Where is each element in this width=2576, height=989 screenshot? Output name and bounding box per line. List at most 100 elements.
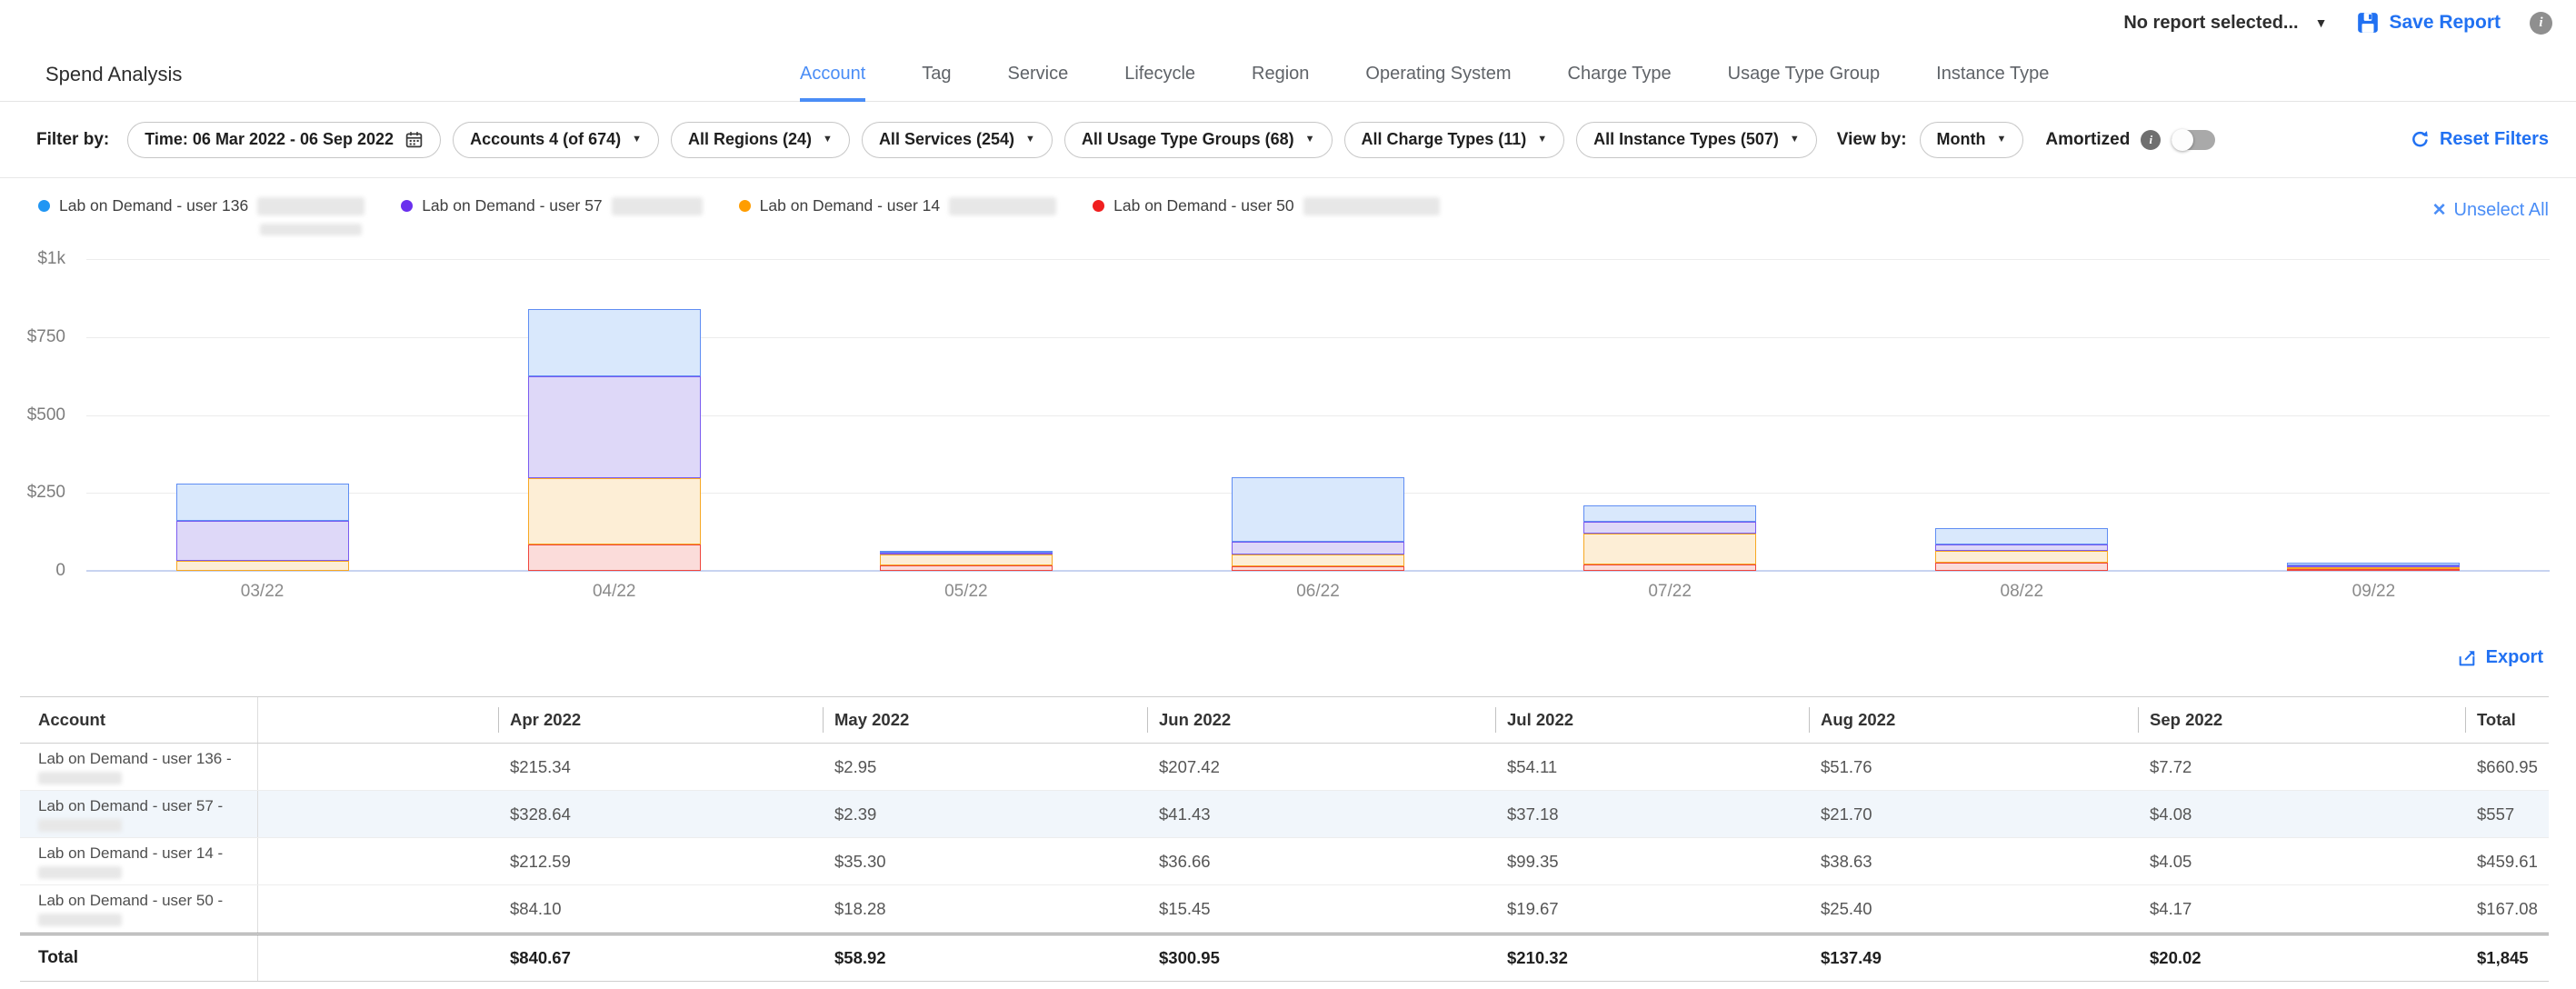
legend-dot-icon	[38, 200, 50, 212]
chart-bar-segment-lab-on-demand-user-50[interactable]	[528, 544, 701, 571]
tab-service[interactable]: Service	[1008, 64, 1069, 102]
table-header-row: AccountApr 2022May 2022Jun 2022Jul 2022A…	[20, 696, 2549, 744]
filter-pill-all-services-254[interactable]: All Services (254)▼	[862, 122, 1053, 158]
table-cell-value: $19.67	[1495, 899, 1809, 919]
tab-account[interactable]: Account	[800, 64, 865, 102]
legend-item-label: Lab on Demand - user 50	[1113, 196, 1293, 215]
chart-bar-segment-lab-on-demand-user-14[interactable]	[1935, 551, 2108, 563]
chart-bar-segment-lab-on-demand-user-136[interactable]	[1935, 528, 2108, 544]
table-row: Lab on Demand - user 14 -$212.59$35.30$3…	[20, 838, 2549, 885]
legend-item-lab-on-demand-user-50[interactable]: Lab on Demand - user 50	[1093, 196, 1439, 215]
tab-charge-type[interactable]: Charge Type	[1568, 64, 1672, 102]
spend-bar-chart: $1k$750$500$250003/2204/2205/2206/2207/2…	[0, 242, 2576, 605]
info-icon[interactable]: i	[2141, 130, 2161, 150]
redacted-text	[38, 772, 122, 784]
column-header-label: Jun 2022	[1147, 707, 1231, 733]
chart-bar-segment-lab-on-demand-user-14[interactable]	[1583, 534, 1756, 564]
amortized-label: Amortized	[2045, 130, 2130, 150]
chart-bar-segment-lab-on-demand-user-14[interactable]	[528, 478, 701, 544]
chart-bar-segment-lab-on-demand-user-136[interactable]	[1583, 505, 1756, 523]
chart-gridline	[86, 337, 2550, 338]
chart-bar-segment-lab-on-demand-user-136[interactable]	[176, 484, 349, 521]
filter-pill-label: All Charge Types (11)	[1362, 130, 1527, 149]
chart-bar-segment-lab-on-demand-user-57[interactable]	[176, 521, 349, 561]
save-report-button[interactable]: Save Report	[2356, 11, 2501, 35]
account-cell: Lab on Demand - user 50 -	[20, 885, 258, 933]
column-header-label: Apr 2022	[498, 707, 581, 733]
table-cell-value: $7.72	[2138, 757, 2465, 777]
table-cell-value: $557	[2465, 804, 2549, 824]
filter-pill-accounts-4-of-674[interactable]: Accounts 4 (of 674)▼	[453, 122, 659, 158]
chart-bar-segment-lab-on-demand-user-14[interactable]	[1232, 554, 1404, 566]
filter-pill-label: All Usage Type Groups (68)	[1082, 130, 1294, 149]
report-selector-dropdown[interactable]: No report selected... ▼	[2123, 13, 2327, 34]
account-cell: Lab on Demand - user 57 -	[20, 791, 258, 837]
export-button[interactable]: Export	[2457, 647, 2543, 668]
filter-pill-all-charge-types-11[interactable]: All Charge Types (11) ▼	[1344, 122, 1565, 158]
filter-pill-label: Time: 06 Mar 2022 - 06 Sep 2022	[145, 130, 394, 149]
filter-pill-all-usage-type-groups-68[interactable]: All Usage Type Groups (68)▼	[1064, 122, 1333, 158]
tab-lifecycle[interactable]: Lifecycle	[1124, 64, 1195, 102]
chart-bar-segment-lab-on-demand-user-50[interactable]	[2287, 569, 2460, 571]
chart-bar-segment-lab-on-demand-user-14[interactable]	[880, 554, 1053, 565]
amortized-control: Amortized i	[2045, 130, 2215, 150]
tab-region[interactable]: Region	[1252, 64, 1309, 102]
legend-item-lab-on-demand-user-57[interactable]: Lab on Demand - user 57	[401, 196, 702, 215]
chart-bar-segment-lab-on-demand-user-136[interactable]	[528, 309, 701, 376]
tab-operating-system[interactable]: Operating System	[1365, 64, 1511, 102]
chart-bar-segment-lab-on-demand-user-57[interactable]	[528, 376, 701, 479]
redacted-text	[38, 914, 122, 926]
chart-bar-05-22	[880, 551, 1053, 571]
amortized-toggle[interactable]	[2172, 130, 2215, 150]
legend-item-label: Lab on Demand - user 136	[59, 196, 248, 215]
x-axis-tick-label: 04/22	[438, 582, 790, 602]
total-cell-value: $1,845	[2465, 948, 2549, 968]
column-header-jul-2022: Jul 2022	[1495, 707, 1809, 733]
redacted-text	[38, 819, 122, 832]
filter-pill-time-06-mar-2022-06-sep-2022[interactable]: Time: 06 Mar 2022 - 06 Sep 2022	[127, 122, 441, 158]
y-axis-tick-label: $750	[0, 327, 65, 347]
legend-item-lab-on-demand-user-136[interactable]: Lab on Demand - user 136	[38, 196, 364, 215]
chart-bar-segment-lab-on-demand-user-57[interactable]	[1232, 542, 1404, 554]
table-row: Lab on Demand - user 136 -$215.34$2.95$2…	[20, 744, 2549, 791]
legend-item-lab-on-demand-user-14[interactable]: Lab on Demand - user 14	[739, 196, 1056, 215]
column-header-aug-2022: Aug 2022	[1809, 707, 2138, 733]
chart-bar-segment-lab-on-demand-user-50[interactable]	[1583, 564, 1756, 571]
table-row: Lab on Demand - user 50 -$84.10$18.28$15…	[20, 885, 2549, 933]
chart-bar-segment-lab-on-demand-user-57[interactable]	[1583, 522, 1756, 534]
chart-bar-segment-lab-on-demand-user-50[interactable]	[1935, 563, 2108, 571]
legend-dot-icon	[739, 200, 751, 212]
tab-tag[interactable]: Tag	[922, 64, 951, 102]
chart-bar-04-22	[528, 309, 701, 571]
x-axis-tick-label: 06/22	[1142, 582, 1493, 602]
chevron-down-icon: ▼	[1537, 135, 1547, 145]
account-name: Lab on Demand - user 14 -	[38, 844, 257, 863]
unselect-all-button[interactable]: ✕ Unselect All	[2432, 200, 2549, 221]
tab-instance-type[interactable]: Instance Type	[1936, 64, 2049, 102]
column-header-account: Account	[20, 697, 258, 743]
filter-pill-all-regions-24[interactable]: All Regions (24)▼	[671, 122, 850, 158]
chart-bar-segment-lab-on-demand-user-14[interactable]	[176, 561, 349, 571]
chart-bar-07-22	[1583, 505, 1756, 571]
chart-bar-segment-lab-on-demand-user-50[interactable]	[1232, 566, 1404, 571]
column-header-label: Sep 2022	[2138, 707, 2222, 733]
info-icon[interactable]: i	[2530, 12, 2552, 35]
chart-bar-segment-lab-on-demand-user-50[interactable]	[880, 565, 1053, 571]
save-report-label: Save Report	[2389, 12, 2501, 34]
reset-filters-button[interactable]: Reset Filters	[2410, 129, 2549, 150]
chart-bar-segment-lab-on-demand-user-57[interactable]	[1935, 544, 2108, 551]
total-cell-value: $58.92	[823, 948, 1147, 968]
view-by-dropdown[interactable]: Month ▼	[1920, 122, 2024, 158]
spend-table: AccountApr 2022May 2022Jun 2022Jul 2022A…	[20, 696, 2549, 982]
chart-bar-segment-lab-on-demand-user-136[interactable]	[1232, 477, 1404, 542]
column-header-jun-2022: Jun 2022	[1147, 707, 1495, 733]
table-cell-value: $207.42	[1147, 757, 1495, 777]
table-cell-value: $38.63	[1809, 852, 2138, 872]
title-tab-row: Spend Analysis AccountTagServiceLifecycl…	[0, 47, 2576, 102]
table-cell-value: $25.40	[1809, 899, 2138, 919]
filter-pill-label: All Instance Types (507)	[1593, 130, 1779, 149]
tab-usage-type-group[interactable]: Usage Type Group	[1728, 64, 1881, 102]
filter-pill-all-instance-types-507[interactable]: All Instance Types (507)▼	[1576, 122, 1817, 158]
y-axis-tick-label: $500	[0, 405, 65, 425]
total-cell-value: $210.32	[1495, 948, 1809, 968]
